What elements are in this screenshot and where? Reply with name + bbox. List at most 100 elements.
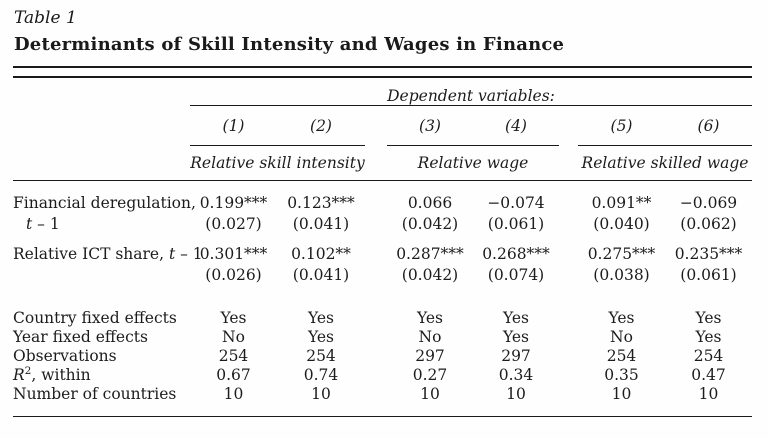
stat-cell: Yes: [502, 327, 529, 346]
stat-row-r-squared-within: R2, within 0.67 0.74 0.27 0.34 0.35 0.47: [13, 365, 752, 384]
coef-cell: 0.287***: [396, 245, 464, 263]
spacer-cell: [13, 287, 752, 308]
stat-cell: 0.47: [691, 365, 726, 384]
stat-cell: 10: [223, 384, 244, 403]
column-number: (3): [419, 116, 441, 135]
label-segment: t: [168, 245, 176, 263]
label-segment: Country fixed effects: [13, 308, 177, 327]
se-row-relative-ict-share: (0.026) (0.041) (0.042) (0.074) (0.038) (0.06…: [13, 263, 752, 287]
dependent-variables-row: Dependent variables:: [13, 78, 752, 106]
row-label: Relative ICT share, t – 1: [13, 236, 203, 263]
coef-cell: 0.235***: [674, 245, 743, 263]
stat-cell: 297: [501, 346, 531, 365]
stat-cell: 10: [698, 384, 719, 403]
column-gap: [559, 236, 578, 263]
coef-cell: −0.074: [487, 194, 545, 212]
column-gap: [365, 346, 387, 365]
se-cell: (0.038): [593, 266, 650, 284]
stat-cell: Yes: [502, 308, 529, 327]
group-label: Relative skilled wage: [578, 145, 752, 181]
stat-cell: No: [418, 327, 442, 346]
se-cell: (0.062): [680, 215, 737, 233]
stat-row-observations: Observations 254 254 297 297 254 254: [13, 346, 752, 365]
stat-cell: 0.35: [604, 365, 639, 384]
column-gap: [365, 384, 387, 403]
label-segment: – 1: [175, 245, 203, 263]
stat-row-number-of-countries: Number of countries 10 10 10 10 10 10: [13, 384, 752, 403]
coef-cell: 0.102**: [291, 245, 351, 263]
top-double-rule: [13, 66, 752, 78]
group-labels-row: Relative skill intensity Relative wage Rel…: [13, 145, 752, 181]
stat-cell: Yes: [307, 327, 334, 346]
label-segment: Observations: [13, 346, 117, 365]
stat-cell: 0.34: [498, 365, 534, 384]
se-cell: (0.042): [401, 215, 459, 233]
column-gap: [365, 106, 387, 146]
column-gap: [559, 263, 578, 287]
title-block: Table 1 Determinants of Skill Intensity …: [14, 7, 768, 57]
bottom-rule-row: [13, 403, 752, 417]
label-segment: 2: [24, 364, 32, 377]
column-gap: [365, 308, 387, 327]
stat-cell: 10: [311, 384, 331, 403]
stub-cell: [13, 145, 190, 181]
label-segment: Financial deregulation,: [13, 194, 196, 212]
se-cell: (0.026): [205, 266, 262, 284]
coef-cell: 0.301***: [199, 245, 268, 263]
label-segment: R: [13, 365, 25, 384]
column-number: (1): [222, 116, 245, 135]
coef-cell: 0.066: [407, 194, 453, 212]
column-gap: [559, 181, 578, 213]
stat-cell: Yes: [220, 308, 247, 327]
label-segment: – 1: [32, 215, 60, 233]
stat-cell: Yes: [608, 308, 635, 327]
label-segment: , within: [31, 365, 91, 384]
se-cell: (0.027): [205, 215, 262, 233]
stat-cell: 0.27: [412, 365, 448, 384]
column-gap: [559, 346, 578, 365]
row-label: R2, within: [13, 365, 190, 384]
column-numbers-row: (1) (2) (3) (4) (5) (6): [13, 106, 752, 146]
table-title: Determinants of Skill Intensity and Wage…: [14, 34, 565, 55]
stat-cell: 10: [506, 384, 526, 403]
stat-cell: Yes: [307, 308, 334, 327]
se-cell: (0.041): [292, 266, 350, 284]
label-segment: Year fixed effects: [13, 327, 148, 346]
regression-table: Dependent variables: (1) (2) (3) (4) (5) (6) Re…: [13, 78, 752, 417]
dependent-variables-header: Dependent variables:: [190, 78, 752, 106]
stat-cell: 254: [218, 346, 249, 365]
se-cell: (0.061): [487, 215, 545, 233]
column-gap: [559, 384, 578, 403]
bottom-rule-cell: [13, 403, 752, 417]
stat-cell: 254: [306, 346, 336, 365]
stat-cell: 10: [420, 384, 440, 403]
se-cell: (0.041): [292, 215, 350, 233]
stub-cell: [13, 78, 190, 106]
row-label: Financial deregulation,: [13, 181, 196, 212]
row-label-continued: t – 1: [13, 212, 190, 236]
label-segment: Relative ICT share,: [13, 245, 169, 263]
column-gap: [559, 106, 578, 146]
coef-cell: 0.091**: [591, 194, 652, 212]
stat-cell: No: [222, 327, 245, 346]
spacer-row: [13, 287, 752, 308]
row-label: Number of countries: [13, 384, 190, 403]
column-gap: [559, 365, 578, 384]
stat-row-country-fixed-effects: Country fixed effects Yes Yes Yes Yes Yes Yes: [13, 308, 752, 327]
column-gap: [559, 212, 578, 236]
se-cell: (0.040): [593, 215, 650, 233]
row-label-continued: [13, 263, 190, 287]
stat-cell: 254: [606, 346, 637, 365]
column-gap: [559, 327, 578, 346]
stat-cell: 297: [415, 346, 445, 365]
column-number: (2): [310, 116, 332, 135]
column-gap: [365, 181, 387, 213]
se-cell: (0.042): [401, 266, 459, 284]
column-gap: [365, 145, 387, 181]
column-gap: [559, 145, 578, 181]
row-label: Observations: [13, 346, 190, 365]
label-segment: t: [26, 215, 33, 233]
regression-table-body: Dependent variables: (1) (2) (3) (4) (5) (6) Re…: [13, 78, 752, 417]
column-number: (5): [610, 116, 633, 135]
coef-cell: 0.123***: [287, 194, 355, 212]
